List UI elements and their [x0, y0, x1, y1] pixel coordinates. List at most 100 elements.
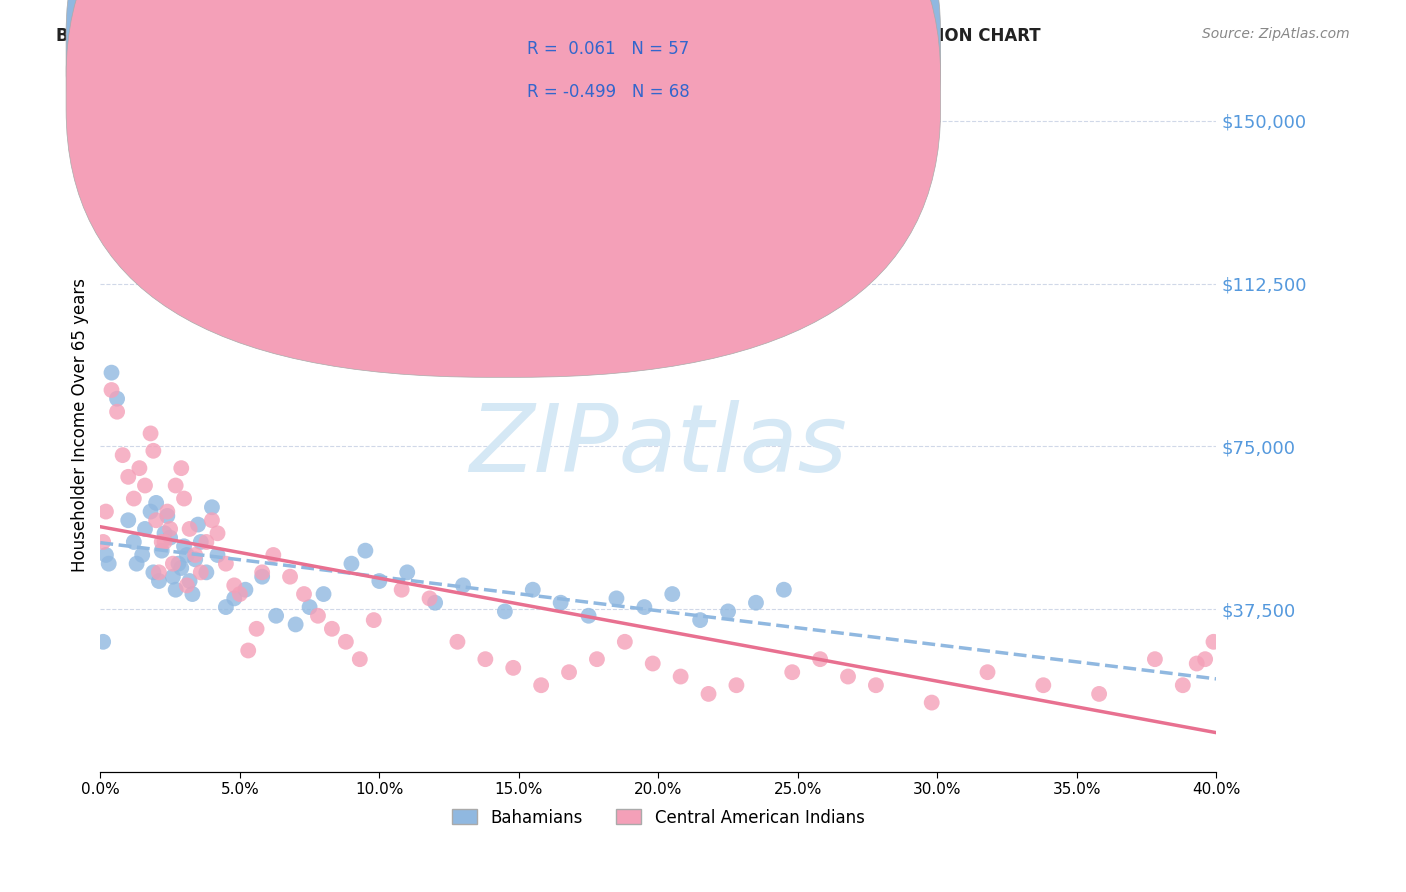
- Point: [446, 635, 468, 649]
- Point: [396, 566, 419, 580]
- Point: [250, 566, 273, 580]
- Point: [808, 652, 831, 666]
- Point: [122, 491, 145, 506]
- Point: [179, 522, 201, 536]
- Point: [264, 608, 287, 623]
- Point: [142, 443, 165, 458]
- Point: [1171, 678, 1194, 692]
- Point: [368, 574, 391, 588]
- Point: [184, 548, 207, 562]
- Point: [190, 566, 212, 580]
- Point: [578, 608, 600, 623]
- Point: [159, 531, 181, 545]
- Point: [156, 505, 179, 519]
- Point: [128, 461, 150, 475]
- Point: [363, 613, 385, 627]
- Point: [176, 578, 198, 592]
- Point: [117, 513, 139, 527]
- Point: [100, 383, 122, 397]
- Point: [245, 622, 267, 636]
- Point: [494, 604, 516, 618]
- Point: [250, 570, 273, 584]
- Point: [207, 548, 229, 562]
- Point: [142, 566, 165, 580]
- Point: [419, 591, 441, 606]
- Point: [207, 526, 229, 541]
- Point: [173, 539, 195, 553]
- Point: [550, 596, 572, 610]
- Point: [153, 535, 176, 549]
- Point: [224, 591, 246, 606]
- Y-axis label: Householder Income Over 65 years: Householder Income Over 65 years: [72, 277, 89, 572]
- Point: [669, 669, 692, 683]
- Text: ZIPatlas: ZIPatlas: [470, 401, 848, 491]
- Point: [148, 574, 170, 588]
- Point: [474, 652, 496, 666]
- Point: [94, 548, 117, 562]
- Point: [321, 622, 343, 636]
- Point: [235, 582, 257, 597]
- Point: [150, 535, 173, 549]
- Point: [238, 643, 260, 657]
- Point: [633, 600, 655, 615]
- Point: [522, 582, 544, 597]
- Point: [215, 600, 238, 615]
- Point: [91, 635, 114, 649]
- Point: [145, 496, 167, 510]
- Point: [641, 657, 664, 671]
- Point: [586, 652, 609, 666]
- Point: [298, 600, 321, 615]
- Point: [292, 587, 315, 601]
- Point: [391, 582, 413, 597]
- Point: [145, 513, 167, 527]
- Point: [167, 557, 190, 571]
- Point: [976, 665, 998, 680]
- Point: [661, 587, 683, 601]
- Point: [558, 665, 581, 680]
- Point: [179, 574, 201, 588]
- Point: [201, 513, 224, 527]
- Point: [170, 561, 193, 575]
- Point: [1194, 652, 1216, 666]
- Point: [697, 687, 720, 701]
- Point: [335, 635, 357, 649]
- Text: R =  0.061   N = 57: R = 0.061 N = 57: [527, 40, 689, 58]
- Point: [451, 578, 474, 592]
- Point: [162, 570, 184, 584]
- Point: [122, 535, 145, 549]
- Point: [605, 591, 627, 606]
- Point: [187, 517, 209, 532]
- Point: [837, 669, 859, 683]
- Point: [745, 596, 768, 610]
- Point: [865, 678, 887, 692]
- Point: [921, 696, 943, 710]
- Point: [97, 557, 120, 571]
- Point: [173, 491, 195, 506]
- Point: [224, 578, 246, 592]
- Point: [262, 548, 284, 562]
- Point: [423, 596, 446, 610]
- Point: [717, 604, 740, 618]
- Text: Source: ZipAtlas.com: Source: ZipAtlas.com: [1202, 27, 1350, 41]
- Point: [91, 535, 114, 549]
- Point: [105, 392, 128, 406]
- Point: [190, 535, 212, 549]
- Point: [215, 557, 238, 571]
- Legend: Bahamians, Central American Indians: Bahamians, Central American Indians: [446, 802, 872, 833]
- Point: [725, 678, 748, 692]
- Point: [613, 635, 636, 649]
- Point: [307, 608, 329, 623]
- Point: [184, 552, 207, 566]
- Point: [139, 426, 162, 441]
- Point: [165, 582, 187, 597]
- Point: [689, 613, 711, 627]
- Point: [502, 661, 524, 675]
- Point: [125, 557, 148, 571]
- Point: [100, 366, 122, 380]
- Point: [148, 566, 170, 580]
- Point: [1032, 678, 1054, 692]
- Point: [165, 478, 187, 492]
- Point: [1185, 657, 1208, 671]
- Text: R = -0.499   N = 68: R = -0.499 N = 68: [527, 83, 690, 101]
- Point: [111, 448, 134, 462]
